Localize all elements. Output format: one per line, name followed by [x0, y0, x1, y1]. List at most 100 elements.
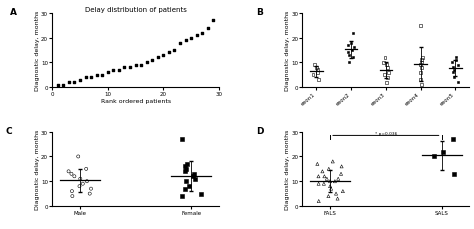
Point	[417, 24, 425, 28]
Point	[349, 56, 356, 60]
Point	[345, 51, 352, 55]
Point	[178, 194, 186, 198]
Point	[79, 182, 87, 186]
Point	[335, 177, 342, 181]
Y-axis label: Diagnostic delay, months: Diagnostic delay, months	[35, 11, 40, 91]
Point	[182, 187, 189, 191]
Point	[71, 175, 78, 178]
Point	[68, 172, 75, 176]
Point	[334, 197, 341, 201]
Point	[453, 59, 460, 63]
Point	[182, 167, 189, 171]
Point	[418, 66, 425, 70]
Point	[448, 61, 456, 65]
Point	[312, 66, 320, 70]
Point	[385, 71, 392, 75]
Point	[313, 71, 321, 75]
Point	[449, 66, 456, 70]
Point	[449, 71, 456, 75]
Point	[54, 83, 62, 87]
Point	[348, 49, 356, 53]
Point	[430, 155, 438, 159]
Point	[350, 46, 358, 50]
Point	[315, 175, 322, 178]
Point	[381, 74, 388, 77]
Point	[419, 56, 427, 60]
Point	[320, 175, 328, 178]
Point	[187, 37, 195, 40]
Point	[450, 76, 458, 80]
Point	[109, 69, 117, 72]
Point	[82, 167, 90, 171]
Point	[178, 138, 186, 141]
Point	[339, 189, 346, 193]
Point	[309, 74, 317, 77]
Point	[329, 160, 337, 164]
Point	[82, 76, 89, 80]
Point	[99, 74, 106, 77]
Point	[160, 54, 167, 57]
Point	[87, 76, 95, 80]
Point	[83, 180, 91, 183]
Y-axis label: Diagnostic delay, months: Diagnostic delay, months	[35, 129, 40, 209]
Point	[331, 180, 338, 183]
Point	[87, 187, 95, 191]
Point	[449, 138, 456, 141]
Point	[314, 162, 321, 166]
Point	[65, 81, 73, 85]
Point	[74, 155, 82, 159]
Point	[182, 39, 190, 43]
Point	[193, 34, 201, 38]
Text: A: A	[10, 8, 18, 17]
Point	[418, 61, 426, 65]
Point	[93, 74, 100, 77]
Point	[383, 66, 391, 70]
Point	[165, 51, 173, 55]
Point	[338, 165, 346, 169]
Point	[325, 194, 332, 198]
Point	[315, 182, 322, 186]
Point	[176, 41, 184, 45]
Title: Delay distribution of patients: Delay distribution of patients	[85, 7, 186, 13]
Point	[418, 59, 425, 63]
Point	[104, 71, 111, 75]
Point	[383, 81, 391, 85]
Point	[181, 165, 189, 169]
Point	[126, 66, 134, 70]
Point	[190, 172, 198, 176]
Point	[383, 76, 391, 80]
Point	[337, 172, 345, 176]
Point	[182, 180, 190, 183]
Point	[204, 27, 212, 30]
Point	[325, 167, 333, 171]
Point	[344, 44, 351, 48]
Point	[315, 199, 322, 203]
Point	[416, 71, 424, 75]
Point	[76, 185, 83, 188]
Point	[115, 69, 123, 72]
Point	[137, 64, 145, 67]
Point	[71, 81, 78, 85]
Point	[439, 150, 447, 154]
Point	[171, 49, 178, 53]
Text: * p=0.036: * p=0.036	[374, 131, 397, 135]
Point	[326, 180, 334, 183]
Point	[380, 61, 387, 65]
Point	[417, 64, 425, 67]
Y-axis label: Diagnostic delay, months: Diagnostic delay, months	[285, 129, 290, 209]
Point	[68, 189, 76, 193]
Point	[65, 170, 73, 173]
Point	[314, 69, 322, 72]
Point	[323, 177, 331, 181]
Point	[310, 64, 318, 67]
Point	[345, 61, 353, 65]
Point	[190, 175, 197, 178]
Point	[185, 185, 193, 188]
Point	[349, 32, 357, 35]
Y-axis label: Diagnostic delay, months: Diagnostic delay, months	[285, 11, 290, 91]
Point	[198, 192, 205, 196]
Point	[210, 19, 217, 23]
Point	[183, 162, 191, 166]
Point	[314, 79, 322, 82]
Point	[148, 59, 156, 63]
